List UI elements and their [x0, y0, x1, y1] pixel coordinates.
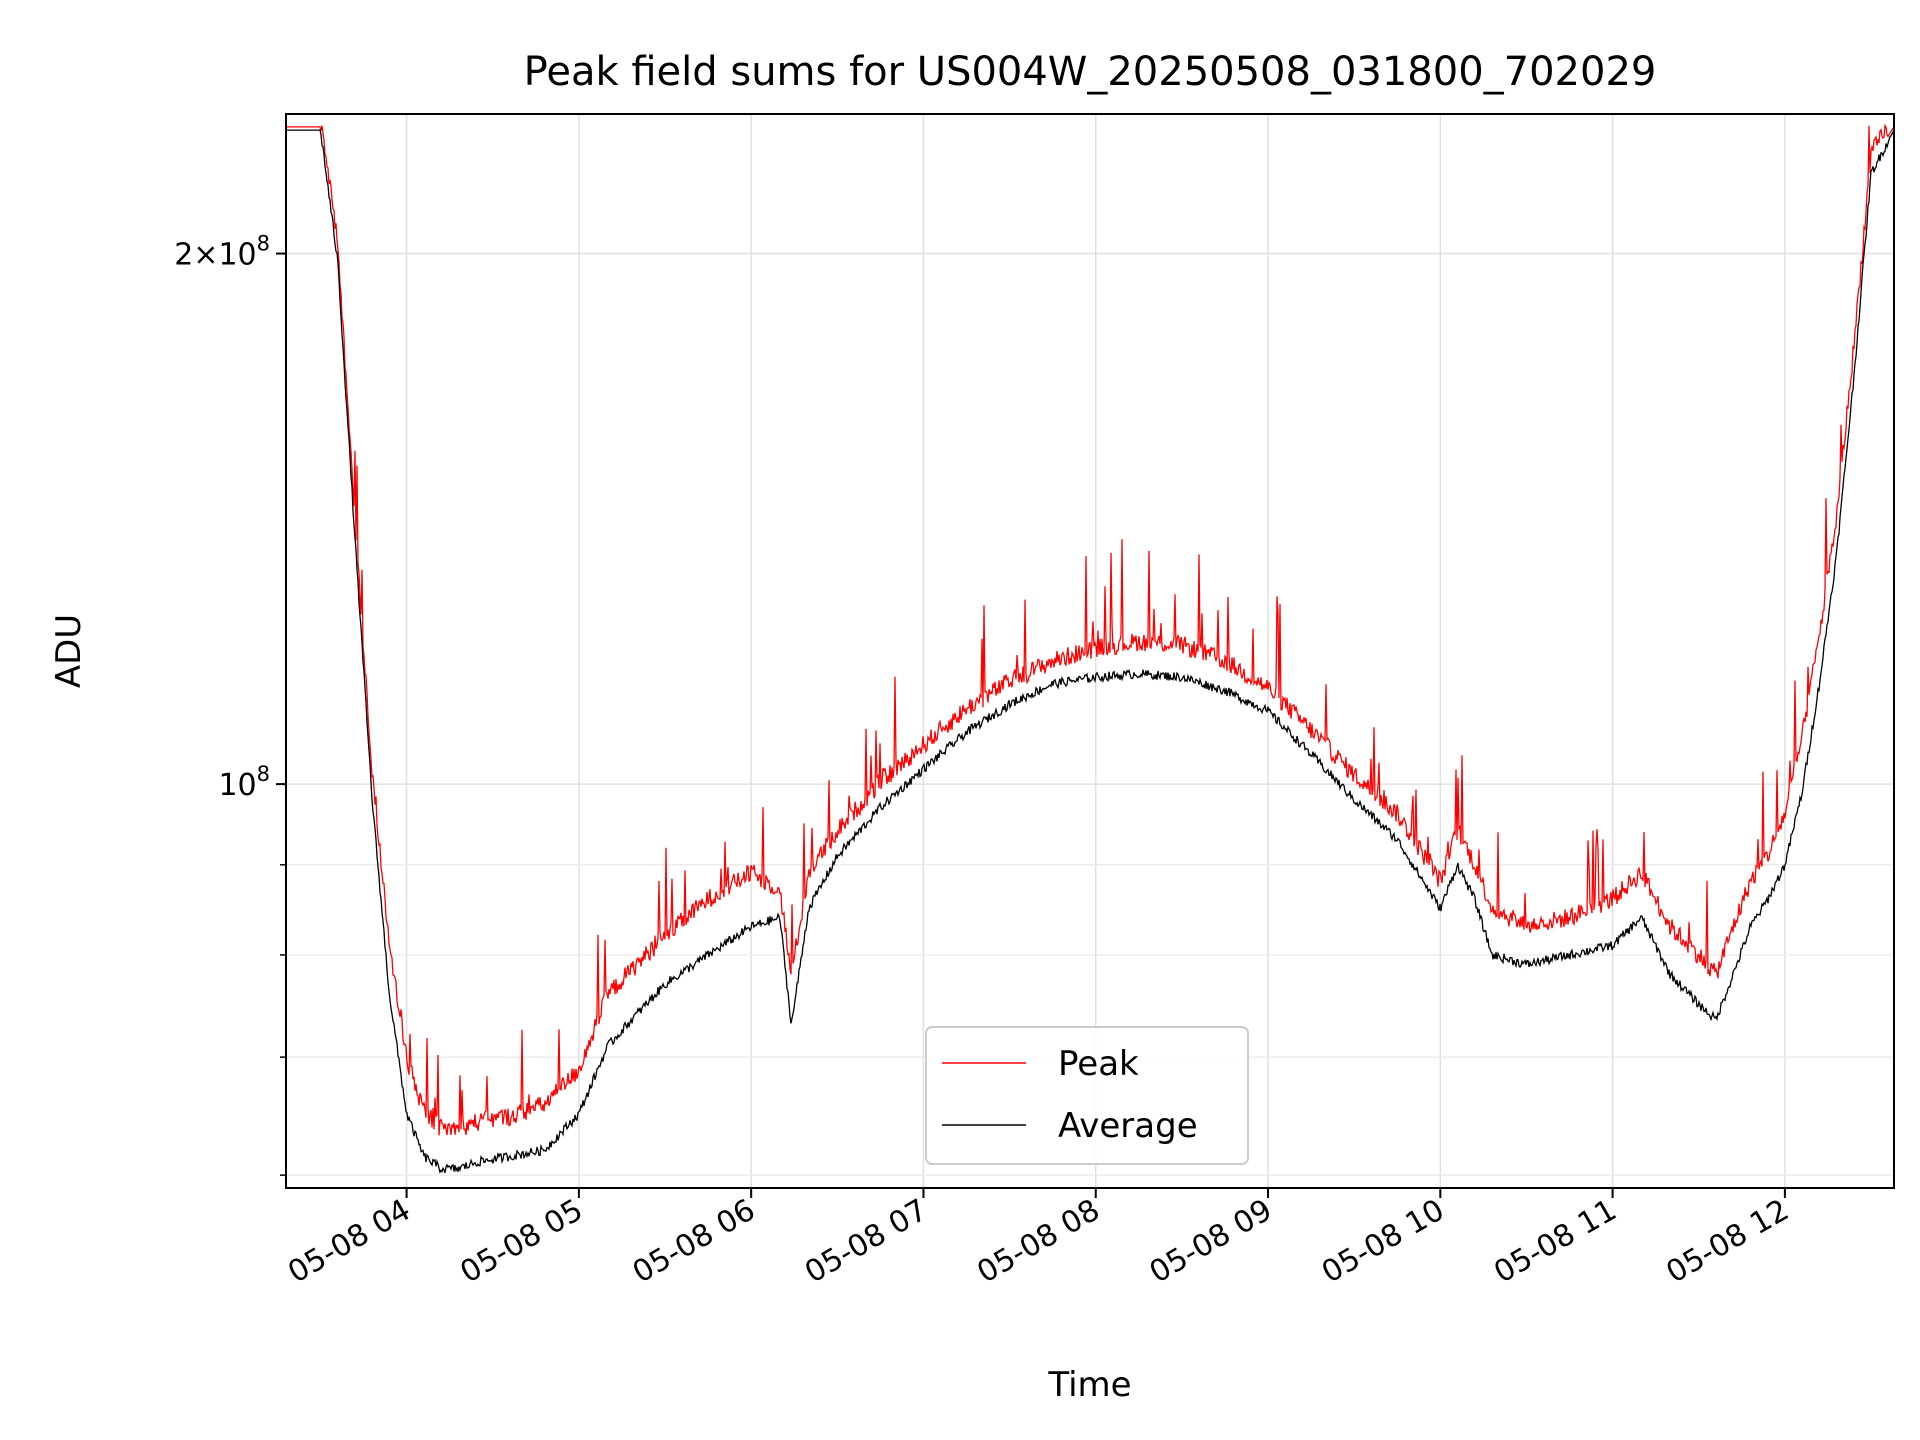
legend-box: [925, 1026, 1249, 1165]
y-tick-label-base: 2×10: [174, 238, 256, 273]
y-tick-label-exponent: 8: [257, 762, 270, 786]
series-line-average: [286, 129, 1895, 1174]
y-tick-label: 108: [218, 762, 270, 803]
x-axis-title: Time: [1047, 1365, 1131, 1405]
y-axis-title: ADU: [49, 614, 89, 688]
y-tick-label-base: 10: [218, 768, 256, 803]
plot-frame: [285, 113, 1895, 1189]
y-tick-label-exponent: 8: [257, 232, 270, 256]
y-tick-label: 2×108: [174, 232, 270, 273]
legend: Peak Average: [925, 1026, 1249, 1165]
legend-label-average: Average: [1058, 1106, 1198, 1146]
series-line-peak: [286, 123, 1895, 1136]
chart-title: Peak field sums for US004W_20250508_0318…: [524, 49, 1657, 95]
legend-label-peak: Peak: [1058, 1044, 1139, 1084]
series-lines: [286, 123, 1895, 1174]
